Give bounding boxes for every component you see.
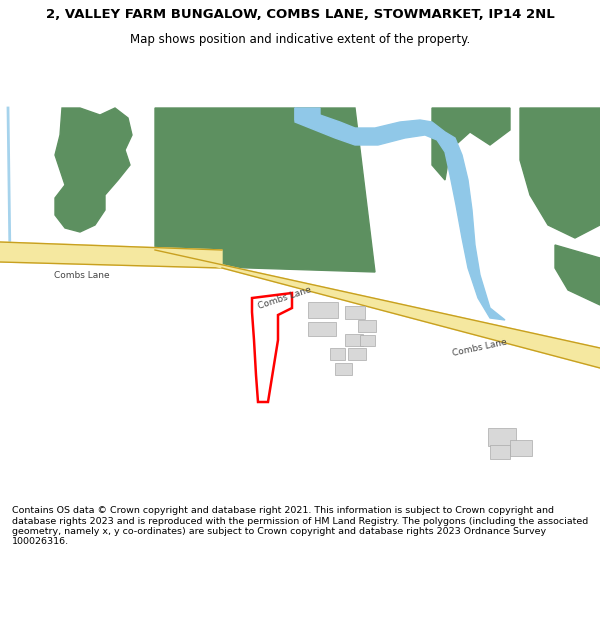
Bar [330, 348, 345, 360]
Polygon shape [555, 245, 600, 305]
Text: Combs Lane: Combs Lane [257, 285, 313, 311]
Polygon shape [432, 108, 510, 180]
Polygon shape [0, 242, 222, 268]
Text: Contains OS data © Crown copyright and database right 2021. This information is : Contains OS data © Crown copyright and d… [12, 506, 588, 546]
Bar [360, 335, 375, 346]
Text: 2, VALLEY FARM BUNGALOW, COMBS LANE, STOWMARKET, IP14 2NL: 2, VALLEY FARM BUNGALOW, COMBS LANE, STO… [46, 8, 554, 21]
Text: Map shows position and indicative extent of the property.: Map shows position and indicative extent… [130, 32, 470, 46]
Bar [345, 334, 363, 346]
Bar [358, 320, 376, 332]
Bar [308, 322, 336, 336]
Text: Combs Lane: Combs Lane [54, 271, 110, 279]
Bar [488, 428, 516, 446]
Polygon shape [155, 250, 600, 368]
Polygon shape [295, 108, 320, 125]
Bar [335, 363, 352, 375]
Bar [345, 306, 365, 319]
Bar [510, 440, 532, 456]
Bar [348, 348, 366, 360]
Polygon shape [520, 108, 600, 238]
Bar [308, 302, 338, 318]
Polygon shape [155, 108, 375, 272]
Text: Combs Lane: Combs Lane [452, 338, 508, 358]
Polygon shape [295, 108, 505, 320]
Bar [490, 445, 510, 459]
Polygon shape [55, 108, 132, 232]
